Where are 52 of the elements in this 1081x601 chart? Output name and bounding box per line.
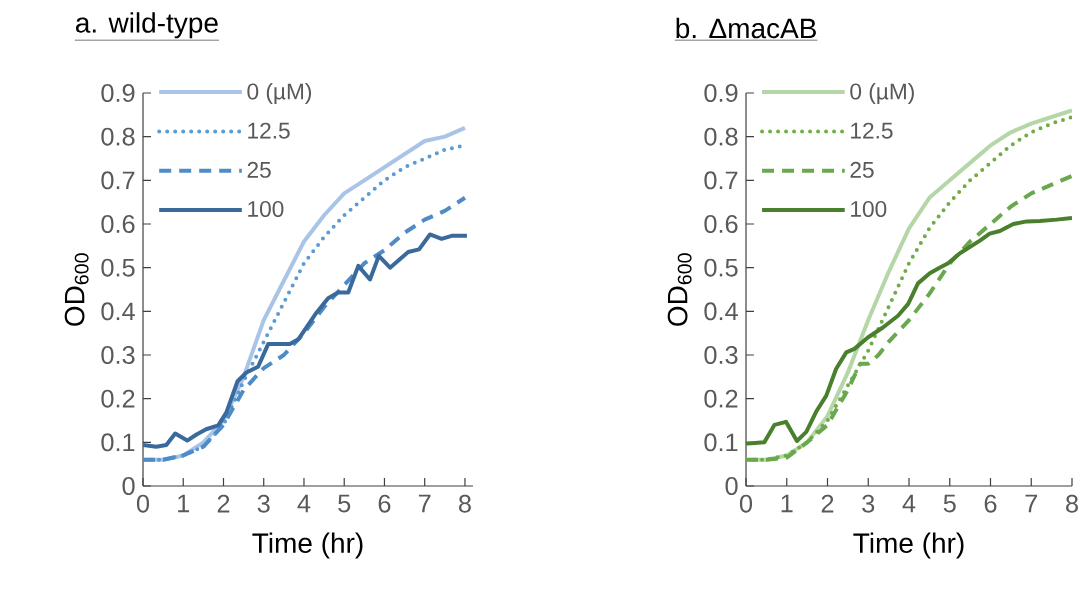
y-tick-label: 0.1 — [101, 433, 135, 452]
x-tick-label: 1 — [781, 494, 793, 513]
chart-title: b. ΔmacAB — [676, 17, 816, 39]
x-tick-label: 2 — [217, 494, 230, 513]
x-axis-title: Time (hr) — [853, 532, 964, 559]
x-tick-label: 3 — [257, 494, 270, 513]
x-tick-label: 0 — [739, 494, 753, 513]
x-tick-label: 7 — [418, 494, 431, 513]
x-tick-label: 8 — [1066, 494, 1078, 513]
x-tick-label: 3 — [862, 494, 875, 513]
x-tick-label: 8 — [459, 494, 471, 513]
y-tick-label: 0 — [725, 477, 738, 495]
legend-label: 12.5 — [851, 122, 893, 139]
y-tick-label: 0.7 — [101, 171, 135, 190]
x-tick-label: 5 — [338, 494, 351, 513]
y-axis-title: OD$_{600}$ — [667, 253, 692, 326]
legend-label: 12.5 — [248, 122, 290, 139]
y-tick-label: 0.4 — [101, 302, 135, 321]
y-axis-title: OD$_{600}$ — [64, 253, 89, 326]
x-tick-label: 2 — [821, 494, 834, 513]
chart-title: a. wild-type — [75, 12, 218, 39]
y-tick-label: 0.5 — [704, 258, 738, 277]
y-tick-label: 0.9 — [101, 84, 135, 102]
y-tick-label: 0.6 — [704, 215, 738, 233]
y-tick-label: 0.2 — [704, 389, 738, 408]
x-tick-label: 5 — [943, 494, 956, 513]
legend-label: 0 (µM) — [850, 82, 914, 105]
legend-label: 25 — [247, 161, 271, 178]
y-tick-label: 0.8 — [704, 127, 738, 146]
legend-label: 100 — [851, 200, 887, 218]
x-tick-label: 0 — [136, 494, 150, 513]
x-tick-label: 1 — [178, 494, 190, 513]
y-tick-label: 0.3 — [704, 346, 738, 364]
y-tick-label: 0.1 — [704, 433, 738, 452]
x-tick-label: 4 — [297, 494, 311, 513]
x-tick-label: 6 — [378, 494, 391, 513]
x-tick-label: 4 — [902, 494, 916, 513]
y-tick-label: 0.8 — [101, 127, 135, 146]
y-tick-label: 0.7 — [704, 171, 738, 190]
y-tick-label: 0.4 — [704, 302, 738, 321]
x-tick-label: 7 — [1025, 494, 1038, 513]
y-tick-label: 0.9 — [704, 84, 738, 102]
legend-label: 25 — [850, 161, 874, 178]
y-tick-label: 0.6 — [101, 215, 135, 233]
legend-label: 0 (µM) — [247, 82, 312, 105]
legend-label: 100 — [248, 200, 284, 218]
y-tick-label: 0.2 — [101, 389, 135, 408]
x-tick-label: 6 — [984, 494, 997, 513]
y-tick-label: 0.3 — [101, 346, 135, 364]
y-tick-label: 0 — [122, 477, 135, 495]
y-tick-label: 0.5 — [101, 258, 135, 277]
x-axis-title: Time (hr) — [252, 532, 363, 559]
